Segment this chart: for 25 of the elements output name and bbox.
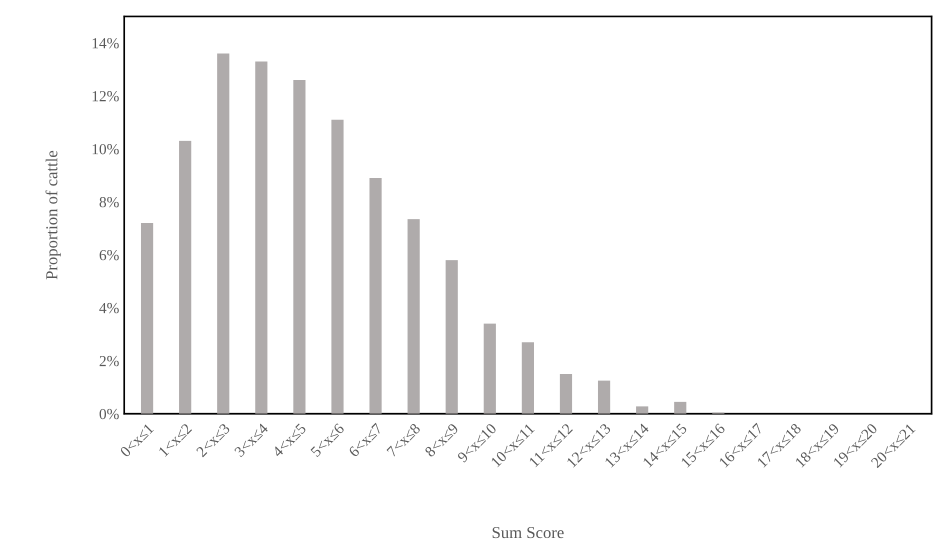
bar	[179, 140, 192, 414]
bar	[446, 260, 458, 414]
bar	[408, 219, 420, 414]
y-tick-label: 10%	[92, 144, 119, 154]
y-tick-label: 8%	[100, 196, 119, 208]
y-tick-label: 12%	[92, 91, 119, 102]
y-tick-label: 0%	[100, 408, 119, 420]
y-axis-title: Proportion of cattle	[46, 150, 61, 280]
bar	[140, 223, 154, 414]
bar	[598, 380, 610, 414]
bar	[331, 120, 344, 414]
y-tick-label: 14%	[92, 38, 119, 48]
bar	[293, 80, 306, 414]
y-tick-label: 6%	[100, 250, 119, 260]
bar	[636, 406, 648, 414]
bar	[255, 61, 268, 414]
bar	[522, 342, 534, 414]
bar	[560, 374, 572, 414]
y-tick-label: 2%	[100, 356, 119, 366]
bar	[484, 324, 496, 414]
bar	[369, 178, 382, 414]
bar	[217, 54, 230, 414]
bar	[674, 402, 686, 414]
y-tick-label: 4%	[99, 302, 119, 314]
x-axis-title: Sum Score	[492, 526, 564, 538]
